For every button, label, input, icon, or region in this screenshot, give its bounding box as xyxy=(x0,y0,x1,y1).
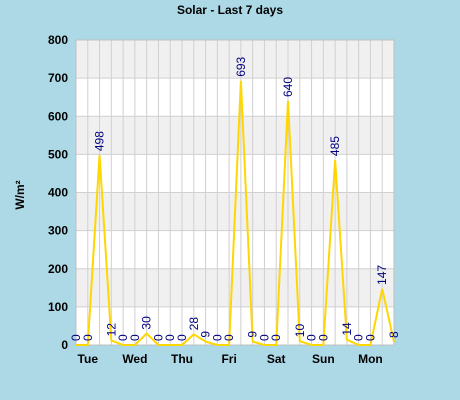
grid-band xyxy=(76,268,394,307)
plot-border xyxy=(75,39,395,346)
data-label: 30 xyxy=(140,316,154,330)
data-label: 0 xyxy=(222,334,236,341)
x-tick-label: Mon xyxy=(358,352,383,366)
data-label: 9 xyxy=(246,331,260,338)
grid-band xyxy=(76,40,394,79)
line xyxy=(76,80,395,346)
y-tick-label: 400 xyxy=(48,186,68,200)
data-label: 0 xyxy=(175,334,189,341)
data-label: 640 xyxy=(281,77,295,97)
data-label: 0 xyxy=(116,334,130,341)
data-label: 0 xyxy=(163,334,177,341)
chart-title: Solar - Last 7 days xyxy=(177,3,283,17)
y-tick-label: 200 xyxy=(48,262,68,276)
data-label: 0 xyxy=(81,334,95,341)
data-label: 485 xyxy=(328,136,342,156)
x-tick-label: Wed xyxy=(122,352,147,366)
data-label: 0 xyxy=(316,334,330,341)
data-label: 0 xyxy=(269,334,283,341)
x-tick-label: Tue xyxy=(78,352,99,366)
data-label: 0 xyxy=(128,334,142,341)
data-label: 14 xyxy=(340,322,354,336)
data-label: 0 xyxy=(305,334,319,341)
y-tick-label: 700 xyxy=(48,71,68,85)
data-label: 693 xyxy=(234,56,248,76)
data-label: 0 xyxy=(352,334,366,341)
y-tick-label: 600 xyxy=(48,109,68,123)
y-tick-label: 500 xyxy=(48,147,68,161)
y-tick-label: 300 xyxy=(48,224,68,238)
data-label: 8 xyxy=(387,331,401,338)
data-label: 0 xyxy=(69,334,83,341)
x-tick-label: Sat xyxy=(267,352,286,366)
y-tick-label: 100 xyxy=(48,300,68,314)
data-label: 147 xyxy=(375,265,389,285)
x-tick-label: Thu xyxy=(171,352,193,366)
y-axis-label: W/m² xyxy=(13,180,27,209)
data-label: 0 xyxy=(210,334,224,341)
data-label: 10 xyxy=(293,324,307,338)
x-tick-label: Fri xyxy=(221,352,236,366)
x-tick-label: Sun xyxy=(312,352,335,366)
data-label: 0 xyxy=(257,334,271,341)
grid-band xyxy=(76,116,394,155)
y-tick-label: 0 xyxy=(61,338,68,352)
data-label: 0 xyxy=(363,334,377,341)
data-label: 12 xyxy=(104,323,118,337)
data-label: 28 xyxy=(187,317,201,331)
data-label: 498 xyxy=(93,131,107,151)
data-label: 0 xyxy=(151,334,165,341)
y-tick-label: 800 xyxy=(48,33,68,47)
data-label: 9 xyxy=(199,331,213,338)
